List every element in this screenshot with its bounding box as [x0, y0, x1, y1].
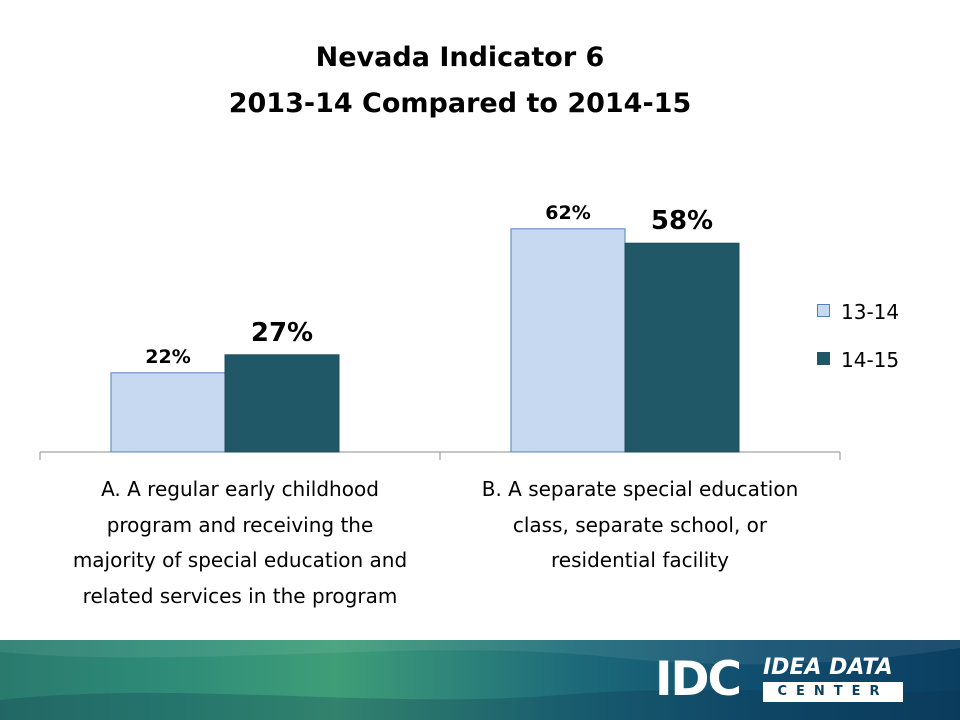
chart-subtitle: 2013-14 Compared to 2014-15 [228, 88, 692, 119]
legend-label-13-14: 13-14 [841, 300, 900, 324]
bar-13-14-cat-0 [110, 372, 226, 453]
category-label-1: B. A separate special education class, se… [435, 472, 845, 579]
footer-wave-graphic [0, 640, 960, 720]
logo-sub: CENTER [777, 684, 889, 699]
logo-mark: IDC [655, 652, 742, 707]
category-label-line: program and receiving the [106, 512, 374, 537]
idc-logo: IDC IDEA DATA CENTER [655, 655, 905, 705]
category-label-line: majority of special education and [72, 548, 408, 572]
bar-13-14-cat-1 [510, 228, 626, 453]
category-label-0: A. A regular early childhood program and … [35, 472, 445, 614]
legend-swatch-13-14 [817, 304, 830, 317]
logo-name: IDEA DATA [763, 655, 893, 680]
category-label-line: residential facility [551, 548, 729, 572]
category-label-line: A. A regular early childhood [101, 477, 379, 501]
legend-label-14-15: 14-15 [841, 348, 900, 372]
logo-sub-box: CENTER [763, 682, 903, 702]
bar-14-15-cat-0 [224, 354, 340, 453]
data-label-13-14-cat-1: 62% [545, 202, 590, 224]
bar-14-15-cat-1 [624, 242, 740, 453]
data-label-13-14-cat-0: 22% [145, 346, 190, 368]
chart-title: Nevada Indicator 6 [315, 42, 605, 73]
bar-chart: 22% 27% 62% 58% [39, 202, 841, 460]
data-label-14-15-cat-1: 58% [651, 206, 713, 236]
category-label-line: related services in the program [82, 583, 398, 608]
footer-banner [0, 640, 960, 720]
category-label-line: B. A separate special education [481, 477, 799, 501]
data-label-14-15-cat-0: 27% [251, 318, 313, 348]
legend-swatch-14-15 [817, 352, 830, 365]
category-label-line: class, separate school, or [512, 512, 768, 537]
